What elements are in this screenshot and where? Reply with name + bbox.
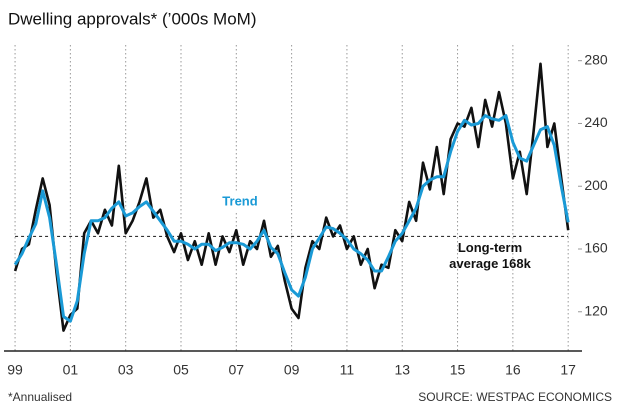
y-tick-label: 280 <box>584 51 608 67</box>
y-tick-label: 160 <box>584 240 608 256</box>
y-tick-label: 240 <box>584 114 608 130</box>
x-tick-label: 07 <box>229 362 245 378</box>
source: SOURCE: WESTPAC ECONOMICS <box>418 390 612 404</box>
series-label: Trend <box>222 193 257 208</box>
footnote: *Annualised <box>8 390 72 404</box>
chart-title: Dwelling approvals* (’000s MoM) <box>8 9 256 28</box>
average-label: average 168k <box>449 256 531 271</box>
x-tick-label: 17 <box>560 362 576 378</box>
x-tick-label: 03 <box>118 362 134 378</box>
label-bg <box>216 193 264 211</box>
x-tick-label: 15 <box>450 362 466 378</box>
x-tick-label: 13 <box>394 362 410 378</box>
average-label: Long-term <box>458 240 522 255</box>
x-tick-label: 09 <box>284 362 300 378</box>
y-tick-label: 200 <box>584 177 608 193</box>
x-tick-label: 99 <box>7 362 23 378</box>
x-tick-label: 01 <box>63 362 79 378</box>
x-tick-label: 05 <box>173 362 189 378</box>
y-tick-label: 120 <box>584 302 608 318</box>
x-tick-label: 11 <box>340 362 355 378</box>
series-line <box>13 114 570 323</box>
x-tick-label: 16 <box>505 362 521 378</box>
